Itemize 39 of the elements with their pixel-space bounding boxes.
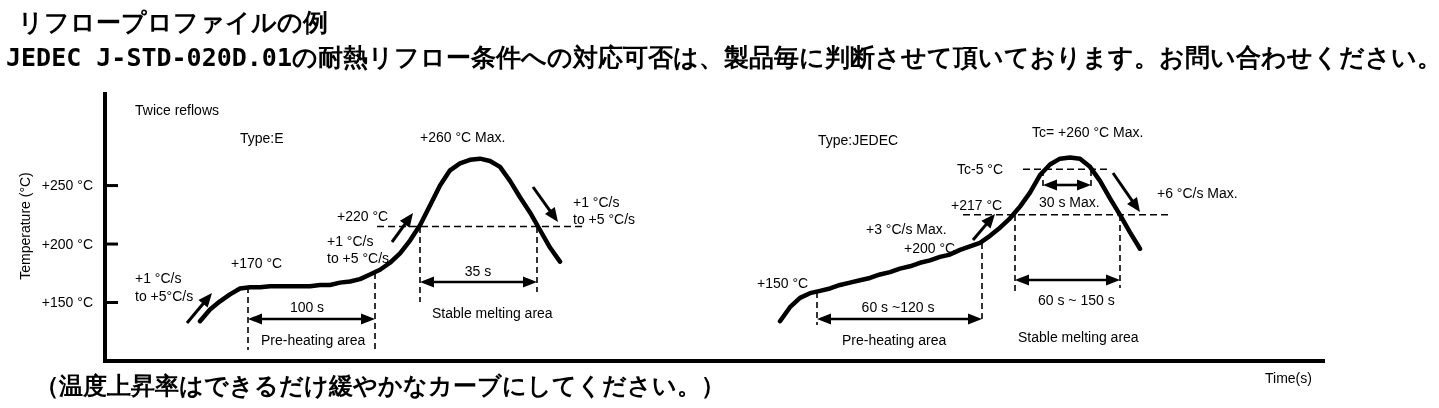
annotation: Tc= +260 °C Max. <box>1032 123 1144 140</box>
annotation: Stable melting area <box>1018 328 1139 345</box>
annotation: +170 °C <box>231 254 283 271</box>
annotation: Twice reflows <box>135 101 220 118</box>
annotation: +1 °C/s to +5°C/s <box>135 269 194 304</box>
x-axis-title: Time(s) <box>1265 369 1312 386</box>
annotation: +1 °C/s to +5°C/s <box>135 269 212 324</box>
annotation: +6 °C/s Max. <box>1111 172 1238 212</box>
annotation: Type:JEDEC <box>818 131 899 148</box>
annotation: Type:E <box>240 129 284 146</box>
annotation: +1 °C/s to +5 °C/s <box>531 186 635 228</box>
annotation: （温度上昇率はできるだけ緩やかなカーブにしてください。） <box>35 372 725 401</box>
y-axis-title: Temperature (°C) <box>16 172 33 280</box>
annotation: 35 s <box>419 226 538 303</box>
annotation: Pre-heating area <box>842 331 947 348</box>
annotation: 35 s <box>464 262 492 279</box>
ref-line-label: +220 °C <box>337 207 389 224</box>
annotation: +1 °C/s to +5 °C/s <box>573 194 636 228</box>
annotation: +260 °C Max. <box>420 128 506 145</box>
chart-title: リフロープロファイルの例 <box>18 7 328 37</box>
annotation: 60 s ~ 150 s <box>1014 214 1121 308</box>
annotation: +3 °C/s Max. <box>866 220 947 237</box>
y-tick-label: +200 °C <box>41 235 93 252</box>
annotation: 60 s ~ 150 s <box>1038 291 1115 308</box>
annotation: +3 °C/s Max. <box>866 214 995 241</box>
annotation: 60 s ~120 s <box>861 298 935 315</box>
ref-line-label: +217 °C <box>951 196 1003 213</box>
y-tick-label: +150 °C <box>41 294 93 311</box>
annotation: 30 s Max. <box>1039 169 1100 210</box>
ref-line-label: Tc-5 °C <box>957 160 1004 177</box>
annotation: +1 °C/s to +5 °C/s <box>327 233 390 267</box>
annotation: 100 s <box>289 298 325 315</box>
chart-subtitle: JEDEC J-STD-020D.01の耐熱リフロー条件への対応可否は、製品毎に判断させて頂いております。お問い合わせください。 <box>6 42 1439 72</box>
annotation: +150 °C <box>757 274 809 291</box>
y-tick-label: +250 °C <box>41 177 93 194</box>
annotation: Stable melting area <box>432 304 553 321</box>
annotation: 30 s Max. <box>1039 193 1100 210</box>
annotation: Pre-heating area <box>261 331 366 348</box>
annotation: +6 °C/s Max. <box>1157 184 1238 201</box>
